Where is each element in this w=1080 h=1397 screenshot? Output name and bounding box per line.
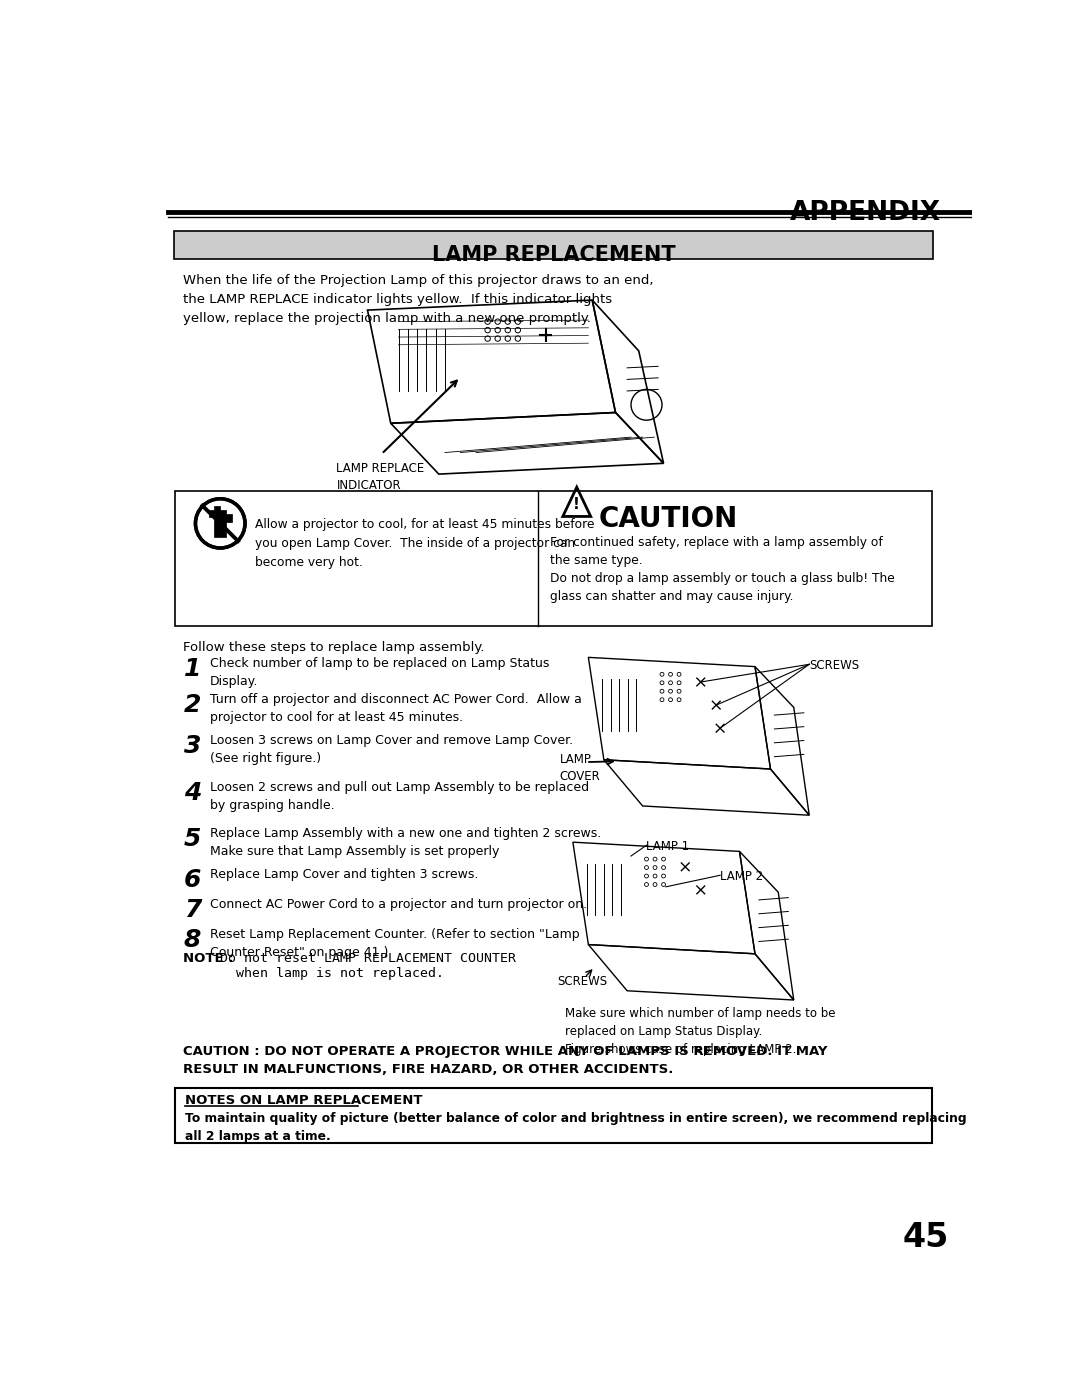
FancyBboxPatch shape: [175, 490, 932, 626]
Text: LAMP
COVER: LAMP COVER: [559, 753, 600, 782]
Text: NOTE :: NOTE :: [183, 951, 239, 964]
Text: NOTES ON LAMP REPLACEMENT: NOTES ON LAMP REPLACEMENT: [186, 1094, 423, 1106]
Text: Replace Lamp Cover and tighten 3 screws.: Replace Lamp Cover and tighten 3 screws.: [211, 869, 478, 882]
Text: 7: 7: [184, 898, 201, 922]
FancyBboxPatch shape: [175, 1088, 932, 1143]
Text: Replace Lamp Assembly with a new one and tighten 2 screws.
Make sure that Lamp A: Replace Lamp Assembly with a new one and…: [211, 827, 602, 858]
Text: To maintain quality of picture (better balance of color and brightness in entire: To maintain quality of picture (better b…: [186, 1112, 967, 1143]
Text: Do not reset LAMP REPLACEMENT COUNTER: Do not reset LAMP REPLACEMENT COUNTER: [220, 951, 516, 964]
Text: 6: 6: [184, 869, 201, 893]
Text: Reset Lamp Replacement Counter. (Refer to section "Lamp
Counter Reset" on page 4: Reset Lamp Replacement Counter. (Refer t…: [211, 929, 580, 960]
Text: Make sure which number of lamp needs to be
replaced on Lamp Status Display.
Figu: Make sure which number of lamp needs to …: [565, 1007, 836, 1056]
Text: SCREWS: SCREWS: [809, 659, 860, 672]
Text: CAUTION: CAUTION: [598, 504, 738, 532]
Text: LAMP REPLACEMENT: LAMP REPLACEMENT: [432, 244, 675, 264]
Text: Follow these steps to replace lamp assembly.: Follow these steps to replace lamp assem…: [183, 641, 485, 654]
Text: APPENDIX: APPENDIX: [789, 200, 941, 226]
Text: Check number of lamp to be replaced on Lamp Status
Display.: Check number of lamp to be replaced on L…: [211, 658, 550, 689]
FancyBboxPatch shape: [174, 231, 933, 258]
Text: Connect AC Power Cord to a projector and turn projector on.: Connect AC Power Cord to a projector and…: [211, 898, 588, 911]
Text: 5: 5: [184, 827, 201, 851]
Polygon shape: [208, 507, 232, 538]
Text: For continued safety, replace with a lamp assembly of
the same type.
Do not drop: For continued safety, replace with a lam…: [550, 535, 894, 602]
Text: 8: 8: [184, 929, 201, 953]
Text: When the life of the Projection Lamp of this projector draws to an end,
the LAMP: When the life of the Projection Lamp of …: [183, 274, 653, 326]
Text: LAMP 2: LAMP 2: [720, 870, 764, 883]
Text: 4: 4: [184, 781, 201, 805]
Text: Loosen 2 screws and pull out Lamp Assembly to be replaced
by grasping handle.: Loosen 2 screws and pull out Lamp Assemb…: [211, 781, 590, 812]
Text: SCREWS: SCREWS: [557, 975, 607, 988]
Text: 3: 3: [184, 735, 201, 759]
Text: Turn off a projector and disconnect AC Power Cord.  Allow a
projector to cool fo: Turn off a projector and disconnect AC P…: [211, 693, 582, 724]
Text: LAMP REPLACE
INDICATOR: LAMP REPLACE INDICATOR: [337, 462, 424, 492]
Text: Loosen 3 screws on Lamp Cover and remove Lamp Cover.
(See right figure.): Loosen 3 screws on Lamp Cover and remove…: [211, 735, 573, 766]
Text: !: !: [573, 496, 580, 511]
Text: 2: 2: [184, 693, 201, 717]
Text: 45: 45: [902, 1221, 948, 1255]
Text: LAMP 1: LAMP 1: [647, 840, 690, 852]
Text: when lamp is not replaced.: when lamp is not replaced.: [235, 967, 444, 979]
Text: 1: 1: [184, 658, 201, 682]
Text: Allow a projector to cool, for at least 45 minutes before
you open Lamp Cover.  : Allow a projector to cool, for at least …: [255, 518, 595, 569]
Text: CAUTION : DO NOT OPERATE A PROJECTOR WHILE ANY OF LAMPS IS REMOVED. IT MAY
RESUL: CAUTION : DO NOT OPERATE A PROJECTOR WHI…: [183, 1045, 827, 1077]
